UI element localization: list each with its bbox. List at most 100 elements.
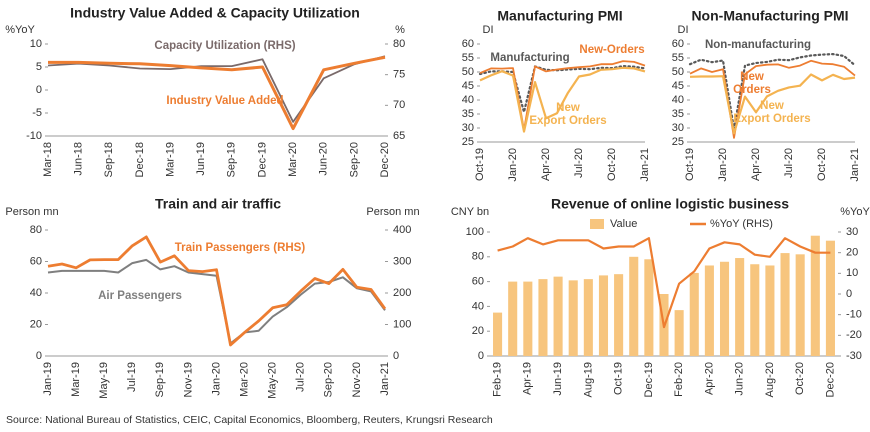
x-tick-label: Jan-21 <box>849 148 861 182</box>
y2-tick-label: -20 <box>846 329 862 341</box>
line-series <box>689 59 856 139</box>
y-tick-label: 20 <box>472 325 484 337</box>
y-tick-label: 20 <box>30 318 42 330</box>
series-label: Capacity Utilization (RHS) <box>154 40 295 52</box>
y2-tick-label: 300 <box>393 255 411 267</box>
x-tick-label: Jun-19 <box>552 362 564 396</box>
x-tick-label: Jan-21 <box>639 148 651 182</box>
bar <box>644 259 654 356</box>
y2-tick-label: 80 <box>393 38 405 50</box>
bar <box>629 256 639 356</box>
y-tick-label: 40 <box>472 300 484 312</box>
y2-tick-label: 30 <box>846 226 858 238</box>
x-tick-label: Jan-21 <box>379 362 391 396</box>
y-tick-label: 45 <box>462 80 474 92</box>
line-series <box>48 55 386 131</box>
y2-tick-label: 400 <box>393 224 411 236</box>
bar <box>674 310 684 356</box>
x-tick-label: Jan-19 <box>42 362 54 396</box>
bar <box>598 275 609 356</box>
y2-tick-label: 75 <box>393 69 405 81</box>
y-tick-label: 60 <box>30 255 42 267</box>
x-tick-label: Jul-19 <box>126 362 138 392</box>
y2-tick-label: -30 <box>846 350 862 362</box>
bar <box>825 240 835 356</box>
x-tick-label: Mar-19 <box>70 362 82 397</box>
x-tick-label: Oct-19 <box>613 362 625 395</box>
x-tick-label: Dec-20 <box>379 142 391 177</box>
y-axis-label: Person mn <box>5 206 58 218</box>
y2-tick-label: 65 <box>393 130 405 142</box>
bar <box>689 272 699 356</box>
x-tick-label: Oct-20 <box>794 362 806 395</box>
y-tick-label: 0 <box>36 350 42 362</box>
bar <box>568 280 578 356</box>
x-tick-label: Aug-19 <box>582 362 594 397</box>
x-tick-label: Dec-18 <box>134 142 146 177</box>
y-tick-label: 50 <box>462 66 474 78</box>
line-series <box>689 73 856 135</box>
x-tick-label: Jun-20 <box>734 362 746 396</box>
y2-axis-label: Person mn <box>366 206 419 218</box>
x-tick-label: Mar-18 <box>42 142 54 177</box>
y-tick-label: 40 <box>672 94 684 106</box>
x-tick-label: Sep-18 <box>103 142 115 177</box>
y2-tick-label: 200 <box>393 287 411 299</box>
bar <box>523 281 533 356</box>
x-tick-label: May-20 <box>267 362 279 399</box>
series-label: Industry Value Added <box>166 95 283 107</box>
bar <box>765 265 775 356</box>
x-tick-label: Jul-20 <box>783 148 795 178</box>
x-tick-label: Oct-19 <box>474 148 486 181</box>
y2-axis-label: % <box>395 24 405 36</box>
x-tick-label: Mar-20 <box>287 142 299 177</box>
y-tick-label: 40 <box>30 287 42 299</box>
y-axis-label: DI <box>483 24 494 36</box>
y-axis-label: %YoY <box>5 24 35 36</box>
chart-title: Train and air traffic <box>155 196 281 212</box>
x-tick-label: Apr-20 <box>750 148 762 181</box>
y-tick-label: 100 <box>466 226 484 238</box>
y-tick-label: 80 <box>30 224 42 236</box>
legend-label: Value <box>610 218 637 230</box>
x-tick-label: Nov-19 <box>182 362 194 397</box>
x-tick-label: Jun-20 <box>318 142 330 176</box>
x-tick-label: Dec-20 <box>824 362 836 397</box>
line-series <box>479 60 646 131</box>
x-tick-label: Apr-20 <box>540 148 552 181</box>
x-tick-label: Jan-20 <box>210 362 222 396</box>
bar <box>583 279 593 356</box>
bar <box>719 261 730 356</box>
x-tick-label: Dec-19 <box>256 142 268 177</box>
line-series <box>478 65 647 114</box>
y-tick-label: 60 <box>462 38 474 50</box>
bar <box>508 281 518 356</box>
bar <box>704 265 714 356</box>
x-tick-label: Jul-20 <box>295 362 307 392</box>
series-label: Manufacturing <box>490 52 569 64</box>
series-label: New Orders <box>733 71 771 96</box>
series-label: Air Passengers <box>98 290 182 302</box>
x-tick-label: Oct-20 <box>816 148 828 181</box>
y-tick-label: 60 <box>472 276 484 288</box>
chart-title: Non-Manufacturing PMI <box>691 8 848 24</box>
chart-title: Revenue of online logistic business <box>551 196 789 212</box>
legend-label: %YoY (RHS) <box>710 218 773 230</box>
chart-title: Industry Value Added & Capacity Utilizat… <box>70 5 360 21</box>
y2-tick-label: 0 <box>846 288 852 300</box>
series-label: Non-manufacturing <box>705 39 811 51</box>
x-tick-label: Jan-20 <box>717 148 729 182</box>
x-tick-label: Feb-20 <box>673 362 685 397</box>
series-label: New-Orders <box>579 44 644 56</box>
y-tick-label: 10 <box>30 38 42 50</box>
x-tick-label: May-19 <box>98 362 110 399</box>
line-series <box>479 66 646 133</box>
y-tick-label: 45 <box>672 80 684 92</box>
series-label: New Export Orders <box>529 102 606 127</box>
bar <box>538 279 548 356</box>
series-label: Train Passengers (RHS) <box>175 242 306 254</box>
line-series <box>497 237 831 329</box>
x-tick-label: Feb-19 <box>491 362 503 397</box>
line-series <box>47 55 386 123</box>
